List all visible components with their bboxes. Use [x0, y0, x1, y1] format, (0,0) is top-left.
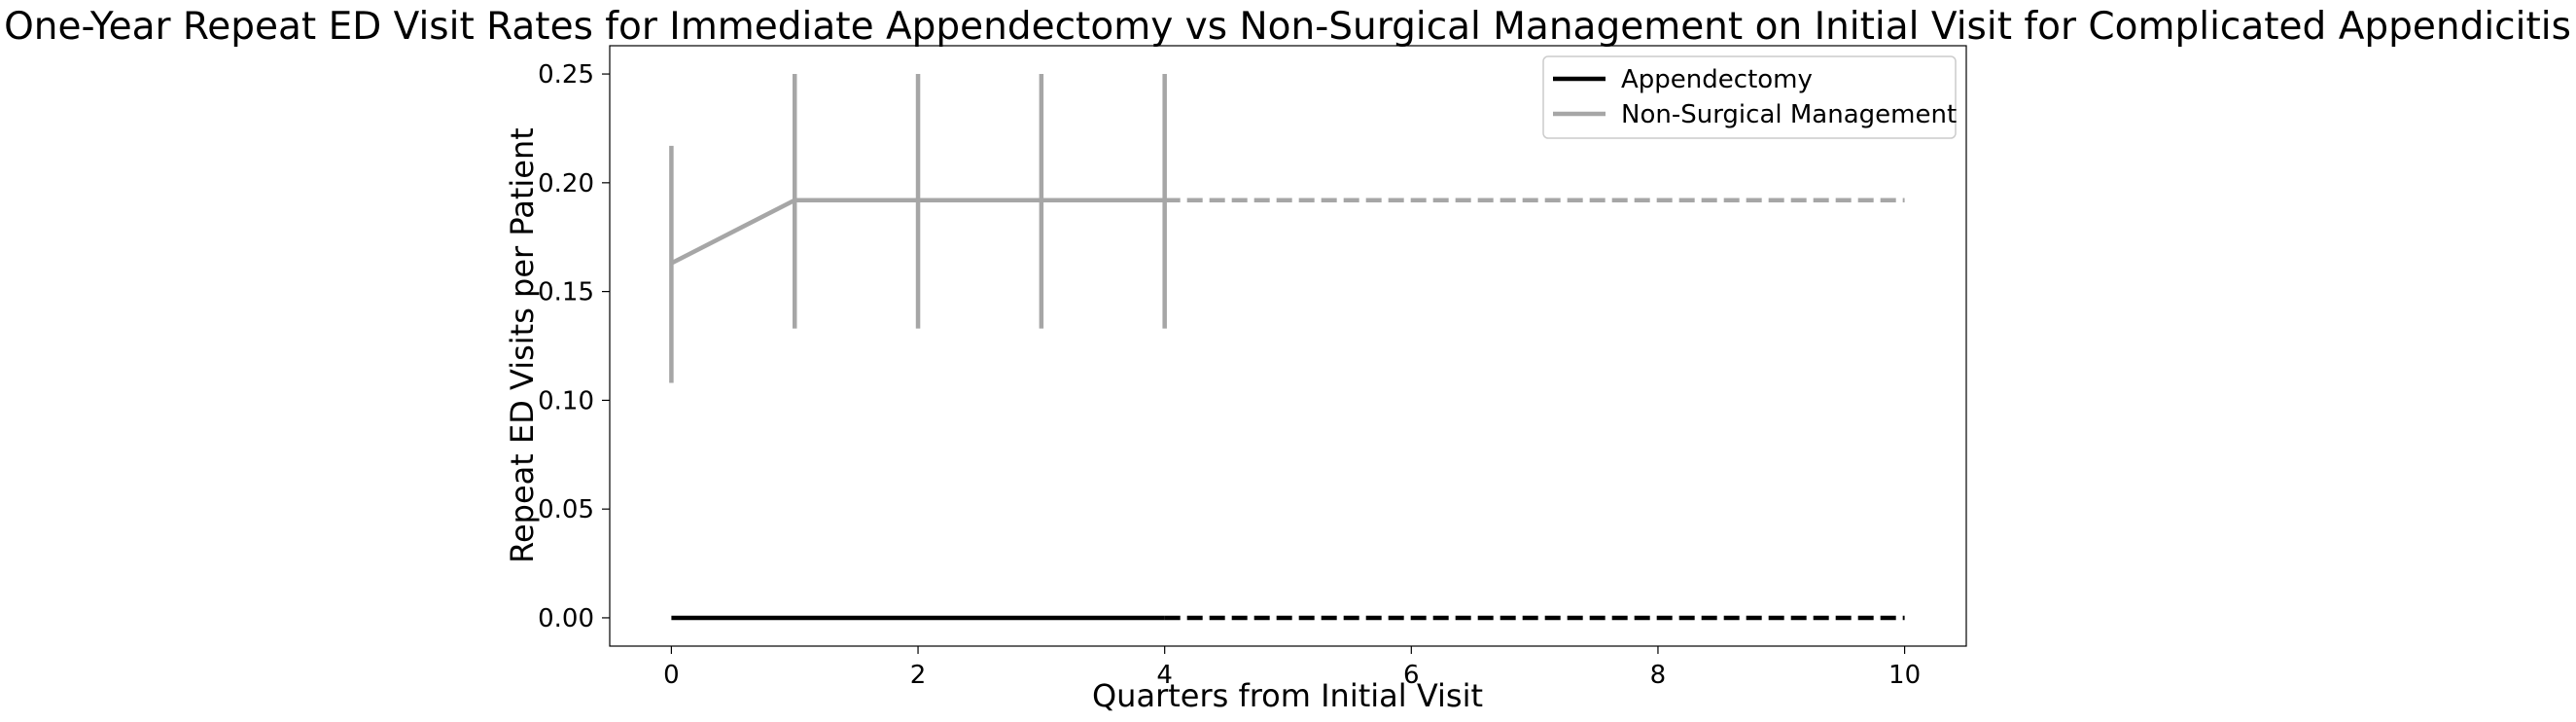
- x-tick-label: 10: [1888, 661, 1921, 690]
- y-tick-label: 0.20: [538, 169, 594, 199]
- x-tick-label: 8: [1650, 661, 1667, 690]
- x-tick-label: 6: [1403, 661, 1420, 690]
- legend-label: Non-Surgical Management: [1621, 100, 1957, 129]
- legend-box: [1542, 55, 1957, 139]
- series-non-surgical-management: [669, 74, 1905, 383]
- x-tick-label: 4: [1156, 661, 1173, 690]
- y-tick-label: 0.15: [538, 278, 594, 307]
- x-tick-label: 2: [910, 661, 927, 690]
- legend: Appendectomy Non-Surgical Management: [1542, 55, 1957, 139]
- y-axis-label: Repeat ED Visits per Patient: [504, 127, 541, 563]
- x-axis: 0 2 4 6 8 10: [663, 646, 1921, 690]
- y-axis: 0.00 0.05 0.10 0.15 0.20 0.25: [538, 60, 610, 633]
- x-axis-label: Quarters from Initial Visit: [1092, 677, 1483, 714]
- plot-frame: [609, 45, 1967, 647]
- plot-area: [669, 74, 1905, 621]
- chart-title: One-Year Repeat ED Visit Rates for Immed…: [4, 5, 2571, 49]
- y-tick-label: 0.25: [538, 60, 594, 90]
- y-tick-label: 0.05: [538, 495, 594, 524]
- x-tick-label: 0: [663, 661, 680, 690]
- y-tick-label: 0.10: [538, 386, 594, 415]
- y-tick-label: 0.00: [538, 604, 594, 633]
- legend-label: Appendectomy: [1621, 65, 1813, 94]
